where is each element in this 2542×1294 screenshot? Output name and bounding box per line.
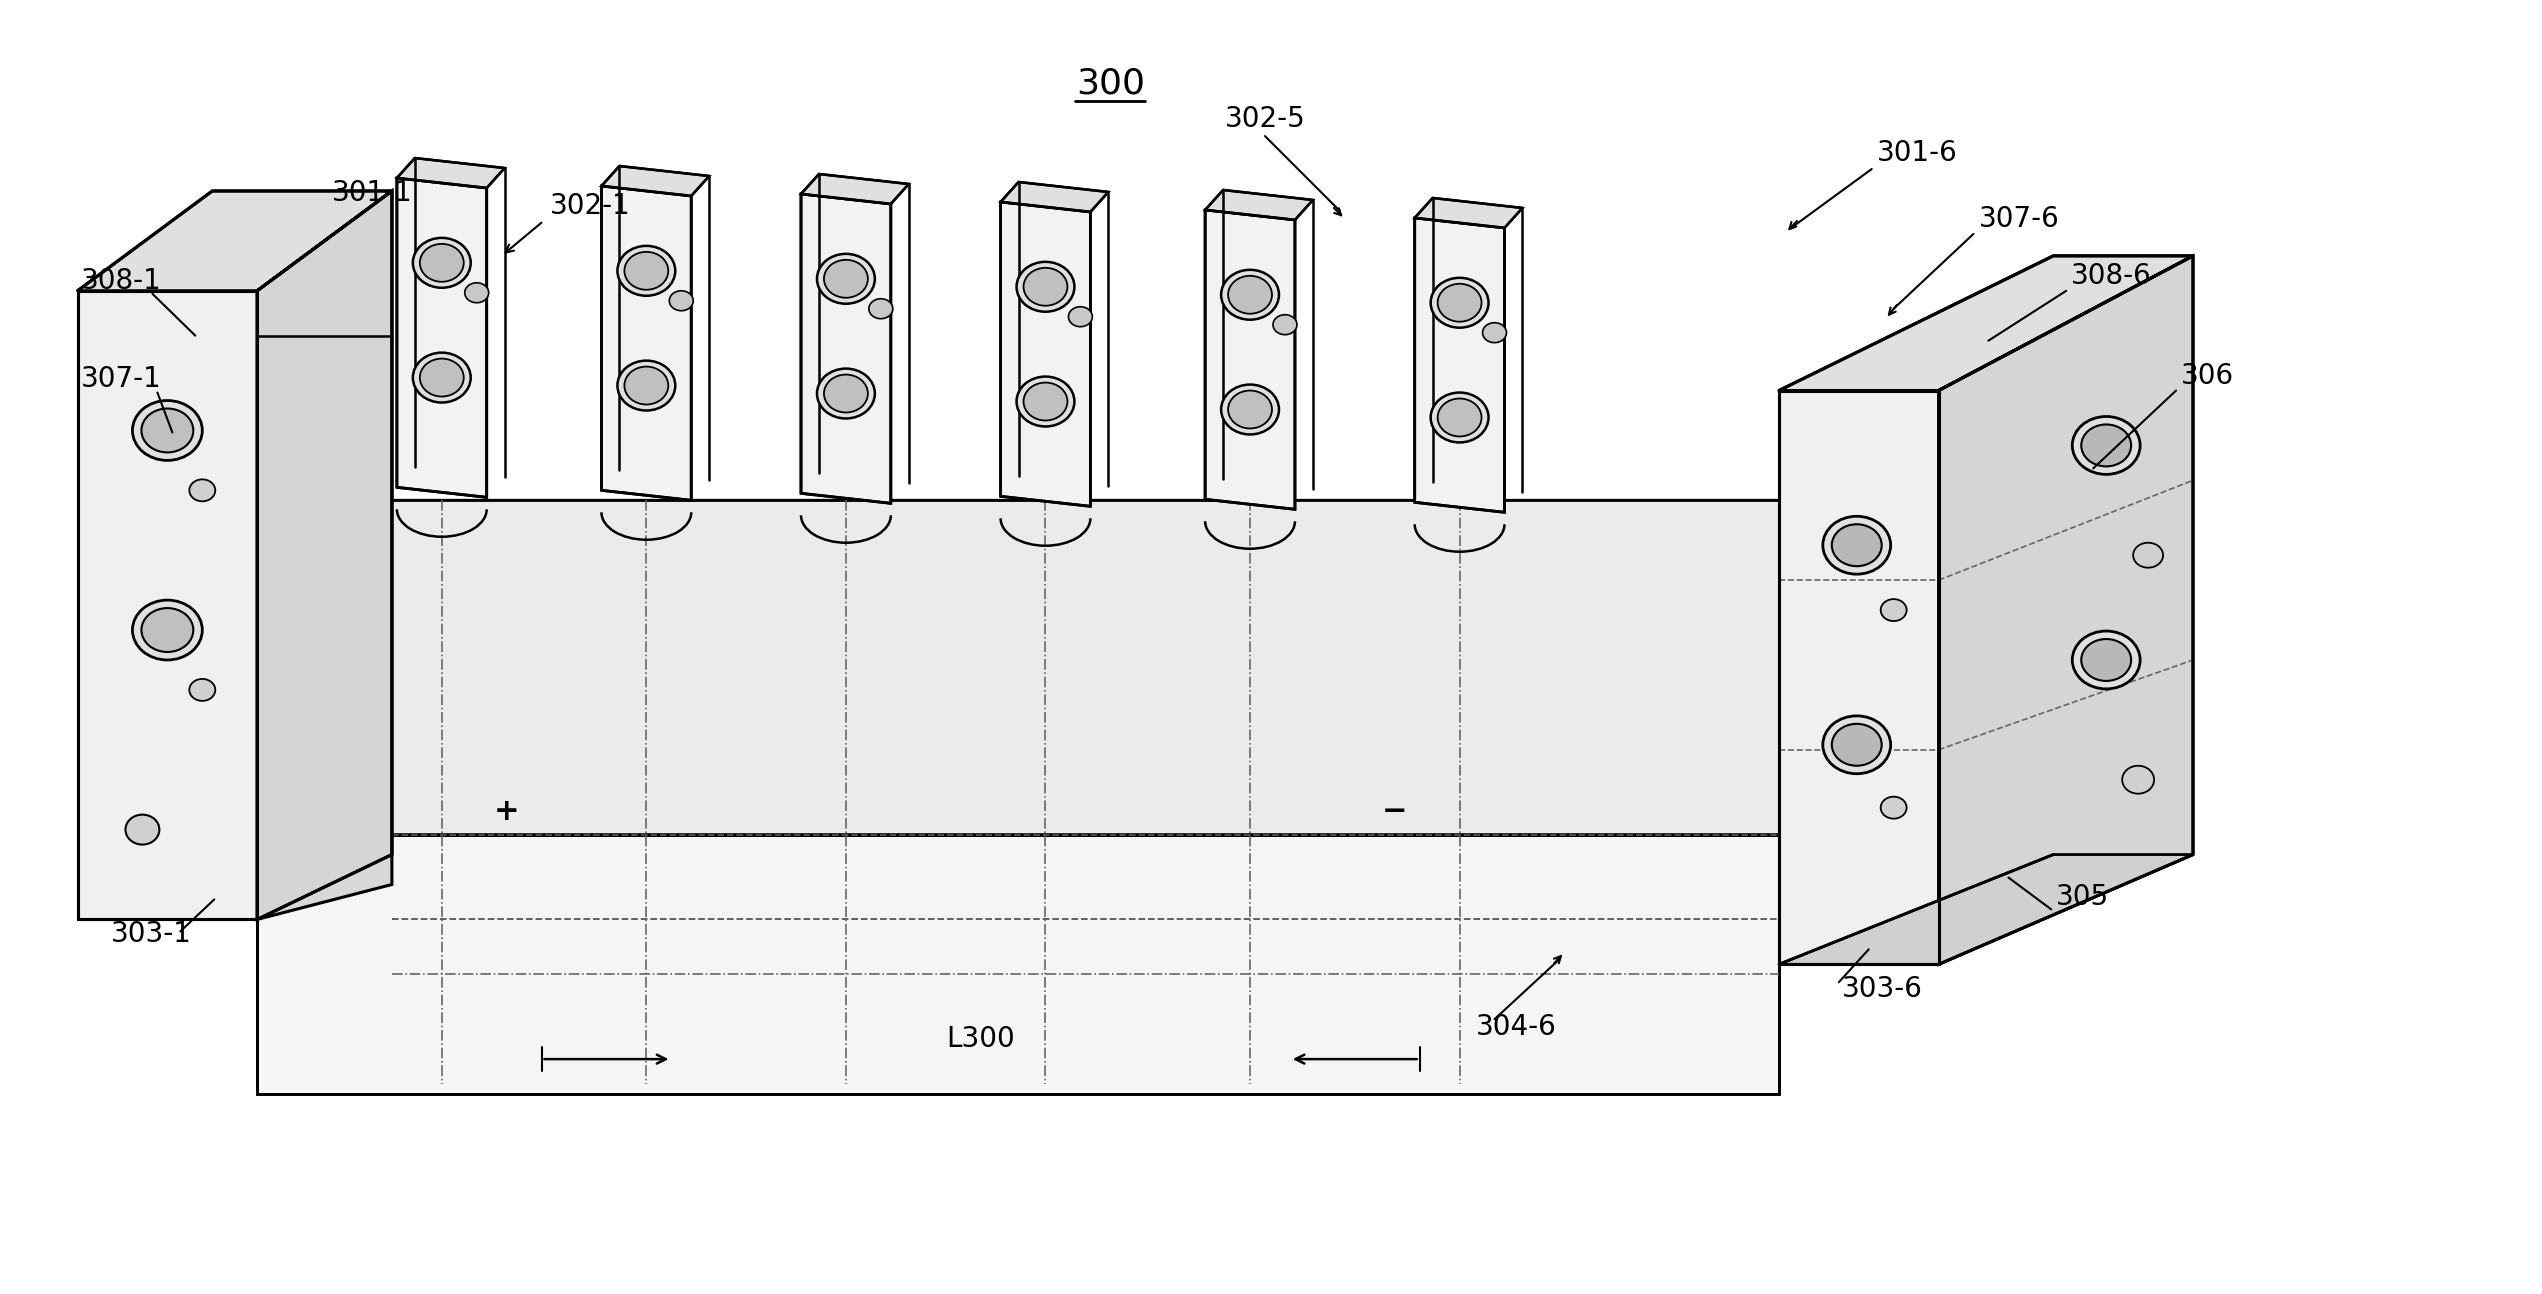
Ellipse shape (412, 238, 470, 287)
Ellipse shape (824, 260, 867, 298)
Polygon shape (1416, 217, 1505, 512)
Ellipse shape (2133, 542, 2163, 568)
Polygon shape (801, 194, 890, 503)
Polygon shape (1940, 256, 2194, 964)
Ellipse shape (132, 401, 203, 461)
Ellipse shape (1274, 314, 1296, 335)
Ellipse shape (1220, 384, 1279, 435)
Ellipse shape (1431, 278, 1490, 327)
Polygon shape (1002, 202, 1091, 506)
Ellipse shape (1482, 322, 1507, 343)
Text: 303-1: 303-1 (109, 920, 191, 949)
Polygon shape (1416, 198, 1523, 228)
Text: 302-5: 302-5 (1225, 105, 1307, 133)
Polygon shape (1205, 210, 1294, 510)
Text: 301-1: 301-1 (330, 179, 412, 207)
Ellipse shape (1833, 524, 1881, 567)
Polygon shape (1779, 256, 2194, 391)
Ellipse shape (669, 291, 694, 311)
Text: 302-1: 302-1 (549, 192, 630, 220)
Ellipse shape (1881, 797, 1906, 819)
Text: 303-6: 303-6 (1843, 976, 1922, 1003)
Text: 307-1: 307-1 (81, 365, 160, 392)
Ellipse shape (132, 600, 203, 660)
Polygon shape (257, 501, 1914, 835)
Ellipse shape (2072, 417, 2140, 475)
Polygon shape (79, 291, 257, 920)
Ellipse shape (1833, 723, 1881, 766)
Text: 308-1: 308-1 (81, 267, 160, 295)
Ellipse shape (816, 254, 874, 304)
Ellipse shape (2082, 639, 2130, 681)
Ellipse shape (618, 361, 676, 410)
Text: −: − (1383, 797, 1408, 826)
Polygon shape (257, 835, 1779, 1093)
Ellipse shape (869, 299, 892, 318)
Polygon shape (397, 158, 506, 188)
Ellipse shape (1439, 283, 1482, 322)
Ellipse shape (2123, 766, 2153, 793)
Polygon shape (1779, 391, 1940, 964)
Polygon shape (1205, 190, 1312, 220)
Ellipse shape (1228, 276, 1271, 313)
Polygon shape (602, 186, 691, 501)
Text: 301-6: 301-6 (1876, 138, 1957, 167)
Ellipse shape (465, 283, 488, 303)
Polygon shape (1002, 182, 1108, 212)
Ellipse shape (419, 243, 463, 282)
Ellipse shape (1431, 392, 1490, 443)
Ellipse shape (142, 608, 193, 652)
Ellipse shape (1823, 516, 1891, 575)
Text: L300: L300 (946, 1025, 1014, 1053)
Ellipse shape (412, 353, 470, 402)
Ellipse shape (1220, 270, 1279, 320)
Polygon shape (79, 192, 391, 291)
Ellipse shape (1228, 391, 1271, 428)
Ellipse shape (419, 358, 463, 396)
Ellipse shape (1017, 377, 1075, 427)
Ellipse shape (816, 369, 874, 418)
Ellipse shape (125, 815, 160, 845)
Ellipse shape (188, 679, 216, 701)
Text: 305: 305 (2056, 884, 2110, 911)
Ellipse shape (1439, 399, 1482, 436)
Polygon shape (602, 166, 709, 195)
Text: 300: 300 (1075, 66, 1144, 100)
Text: 307-6: 307-6 (1978, 204, 2059, 233)
Ellipse shape (625, 252, 669, 290)
Polygon shape (801, 173, 910, 204)
Ellipse shape (1881, 599, 1906, 621)
Ellipse shape (1024, 383, 1068, 421)
Text: 304-6: 304-6 (1474, 1013, 1556, 1042)
Ellipse shape (188, 479, 216, 501)
Text: 306: 306 (2181, 361, 2234, 389)
Ellipse shape (1823, 716, 1891, 774)
Text: +: + (493, 797, 519, 826)
Ellipse shape (1024, 268, 1068, 305)
Ellipse shape (2072, 631, 2140, 688)
Ellipse shape (1017, 261, 1075, 312)
Ellipse shape (618, 246, 676, 296)
Ellipse shape (142, 409, 193, 453)
Polygon shape (1779, 854, 2194, 964)
Text: 308-6: 308-6 (2072, 261, 2153, 290)
Ellipse shape (625, 366, 669, 405)
Polygon shape (257, 192, 391, 920)
Ellipse shape (1068, 307, 1093, 326)
Polygon shape (397, 179, 486, 497)
Polygon shape (257, 192, 391, 920)
Ellipse shape (2082, 424, 2130, 466)
Ellipse shape (824, 374, 867, 413)
